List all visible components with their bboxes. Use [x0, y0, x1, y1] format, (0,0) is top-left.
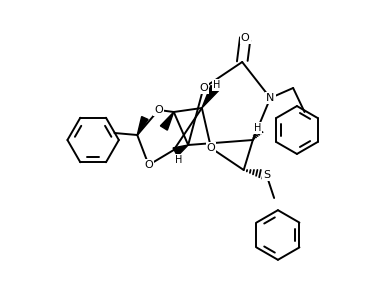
Text: O: O [144, 160, 153, 170]
Text: N: N [266, 93, 275, 103]
Text: O: O [199, 83, 208, 93]
Text: H: H [213, 80, 220, 90]
Text: H: H [254, 123, 261, 133]
Text: O: O [241, 33, 250, 43]
Polygon shape [137, 117, 148, 135]
Text: H: H [175, 155, 183, 165]
Polygon shape [161, 112, 174, 130]
Text: O: O [207, 143, 215, 153]
Text: S: S [263, 170, 270, 180]
Polygon shape [202, 86, 219, 108]
Text: O: O [154, 105, 163, 115]
Polygon shape [173, 145, 188, 156]
